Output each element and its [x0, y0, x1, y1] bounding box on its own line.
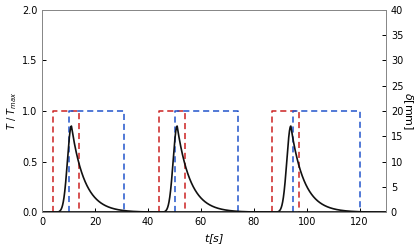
Y-axis label: $T$ / $T_{max}$: $T$ / $T_{max}$: [5, 92, 19, 130]
Y-axis label: $\delta$[mm]: $\delta$[mm]: [401, 92, 415, 130]
X-axis label: $t$[s]: $t$[s]: [204, 233, 224, 246]
